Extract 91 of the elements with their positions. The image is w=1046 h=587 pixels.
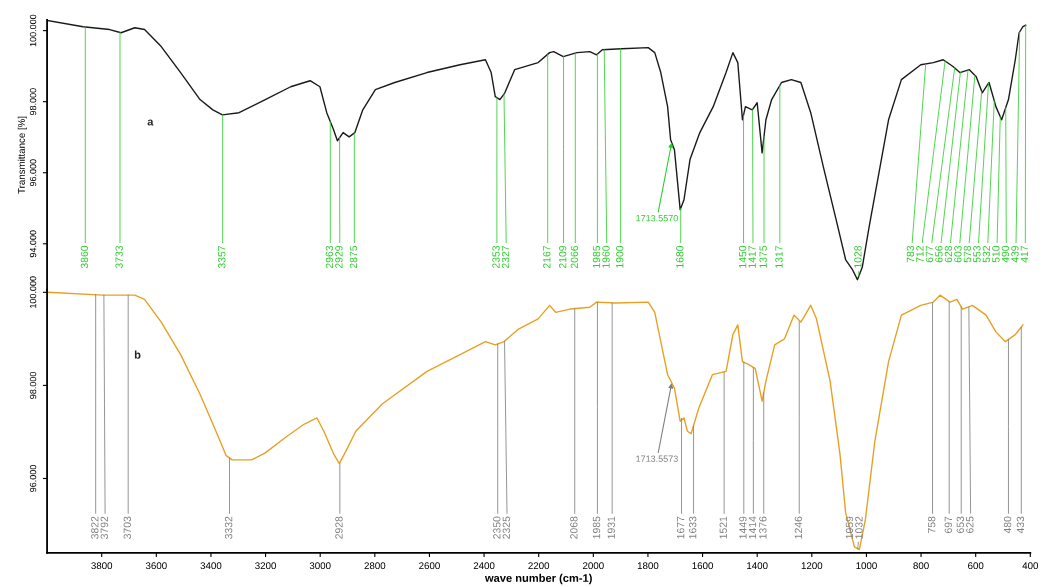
- annotation: 1931: [607, 516, 615, 539]
- annotation: 628: [944, 245, 953, 263]
- annotation: 1450: [738, 245, 747, 268]
- annotation: 3332: [224, 516, 233, 539]
- annotation: 433: [1016, 516, 1025, 534]
- x-tick-label: 3200: [255, 562, 276, 570]
- annotation: 1317: [775, 245, 783, 268]
- annotation: 439: [1011, 245, 1019, 263]
- x-tick-label: 2200: [528, 562, 550, 570]
- x-tick-label: 2400: [473, 562, 495, 570]
- x-tick-label: 2800: [364, 562, 386, 570]
- annotation: 1246: [794, 516, 803, 539]
- y-tick-label: 94.000: [29, 230, 37, 258]
- annotation: 1375: [759, 245, 767, 268]
- line-series: [47, 291, 1024, 551]
- line-series: [47, 19, 1027, 281]
- y-tick-label: 98.000: [29, 88, 37, 116]
- annotation: 1713.5570: [636, 214, 678, 222]
- x-tick-label: 1200: [801, 562, 823, 570]
- annotation: 3733: [115, 245, 123, 269]
- annotation: 1059: [845, 516, 854, 539]
- annotation: 510: [992, 245, 1000, 263]
- annotation: 603: [954, 245, 962, 263]
- annotation: 2167: [543, 245, 551, 269]
- annotation: 553: [973, 245, 981, 263]
- annotation: 1713.5573: [636, 455, 678, 462]
- text: b: [134, 350, 141, 359]
- annotation: 1985: [592, 245, 601, 268]
- y-tick-label: 100.000: [29, 14, 37, 47]
- x-axis-title: wave number (cm-1): [484, 573, 592, 585]
- annotation: 1414: [748, 516, 757, 539]
- annotation: 2350: [493, 516, 501, 539]
- annotation: 1680: [676, 245, 684, 268]
- annotation: 697: [944, 516, 952, 533]
- x-tick-label: 3600: [145, 562, 167, 570]
- y-tick-label: 100.000: [29, 276, 37, 308]
- y-tick-label: 96.000: [29, 465, 37, 492]
- x-tick-label: 2600: [419, 562, 440, 570]
- annotation: 2929: [335, 245, 343, 269]
- annotation: 532: [982, 245, 991, 263]
- x-tick-label: 3000: [309, 562, 331, 570]
- annotation: 3792: [100, 516, 108, 539]
- annotation: 2327: [501, 245, 510, 269]
- annotation: 490: [1001, 245, 1010, 263]
- annotation: 2928: [335, 516, 343, 539]
- x-tick-label: 800: [913, 562, 929, 570]
- annotation: 1633: [688, 516, 697, 539]
- annotation: 2068: [570, 516, 578, 539]
- annotation: 625: [966, 516, 974, 533]
- annotation: 3822: [91, 516, 99, 539]
- x-tick-label: 1600: [692, 562, 713, 570]
- y-tick-label: 96.000: [29, 159, 37, 187]
- x-tick-label: 600: [968, 562, 984, 570]
- annotation: 712: [916, 245, 924, 263]
- y-axis-title: Transmittance [%]: [17, 116, 27, 194]
- annotation: 2325: [502, 516, 511, 539]
- annotation: 2875: [349, 245, 358, 269]
- annotation: 1960: [602, 245, 610, 268]
- annotation: 2109: [558, 245, 567, 269]
- annotation: 480: [1003, 516, 1012, 534]
- annotation: 1900: [616, 245, 624, 268]
- annotation: 417: [1020, 245, 1028, 263]
- annotation: 2963: [325, 245, 334, 269]
- annotation: 1449: [739, 516, 747, 539]
- annotation: 2066: [570, 245, 579, 269]
- y-tick-label: 98.000: [29, 371, 37, 399]
- annotation: 1417: [748, 245, 756, 268]
- annotation: 1032: [855, 516, 863, 539]
- x-tick-label: 3800: [91, 562, 113, 570]
- annotation: 653: [956, 516, 965, 533]
- annotation: 1376: [759, 516, 767, 539]
- annotation: 677: [925, 245, 934, 263]
- annotation: 3860: [80, 245, 89, 269]
- annotation: 656: [935, 245, 943, 263]
- annotation: 783: [906, 245, 915, 263]
- annotation: 1677: [676, 516, 685, 539]
- x-tick-label: 3400: [200, 562, 222, 570]
- x-tick-label: 2000: [582, 562, 604, 570]
- annotation: 1985: [592, 516, 601, 539]
- x-tick-label: 1400: [747, 562, 768, 570]
- annotation: 3703: [123, 516, 131, 539]
- x-tick-label: 1000: [856, 562, 877, 570]
- annotation: 2353: [492, 245, 500, 269]
- annotation: 3357: [218, 245, 226, 269]
- annotation: 758: [927, 516, 936, 533]
- x-tick-label: 400: [1022, 562, 1039, 570]
- x-tick-label: 1800: [637, 562, 659, 570]
- annotation: 1028: [854, 245, 862, 268]
- annotation: 1521: [719, 516, 727, 539]
- text: a: [147, 119, 154, 126]
- annotation: 578: [963, 245, 972, 263]
